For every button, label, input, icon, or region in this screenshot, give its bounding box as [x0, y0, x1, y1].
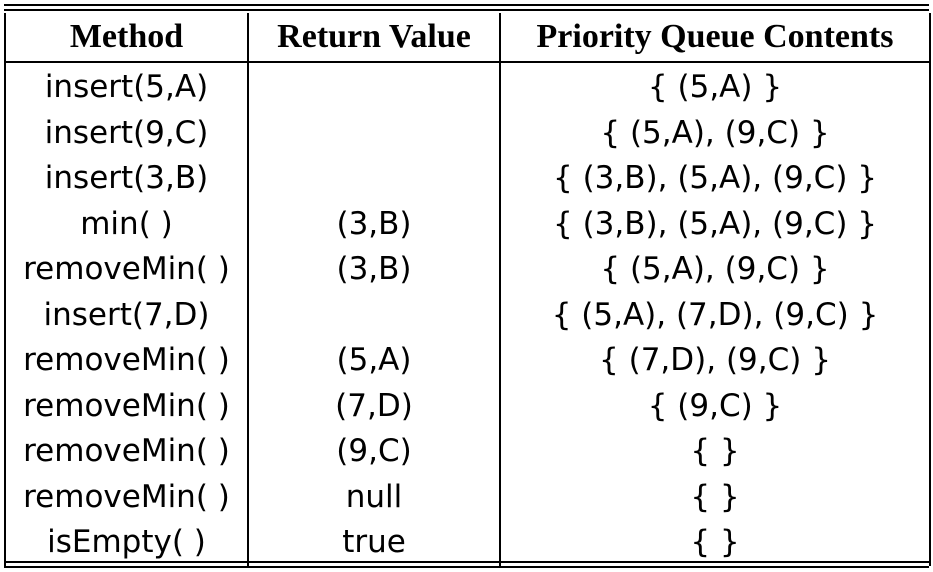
priority-queue-table: Method Return Value Priority Queue Conte…: [4, 13, 931, 566]
table-row: removeMin( ) null{ }: [4, 474, 931, 520]
cell-return-value: [247, 62, 501, 111]
top-rule-inner: [4, 9, 929, 11]
header-method: Method: [4, 13, 249, 63]
table-row: removeMin( ) (7,D){ (9,C) }: [4, 383, 931, 429]
cell-method: min( ): [4, 201, 249, 247]
cell-return-value: (3,B): [247, 247, 501, 293]
cell-method: insert(3,B): [4, 156, 249, 202]
table-row: removeMin( ) (9,C){ }: [4, 429, 931, 475]
cell-return-value: [247, 156, 501, 202]
cell-queue-contents: { (9,C) }: [499, 383, 931, 429]
cell-queue-contents: { (3,B), (5,A), (9,C) }: [499, 156, 931, 202]
table-row: removeMin( ) (3,B){ (5,A), (9,C) }: [4, 247, 931, 293]
table-row: insert(3,B) { (3,B), (5,A), (9,C) }: [4, 156, 931, 202]
cell-method: removeMin( ): [4, 247, 249, 293]
cell-method: isEmpty( ): [4, 520, 249, 566]
cell-return-value: (5,A): [247, 338, 501, 384]
cell-return-value: true: [247, 520, 501, 566]
cell-queue-contents: { (5,A), (7,D), (9,C) }: [499, 292, 931, 338]
table-body: insert(5,A) { (5,A) } insert(9,C) { (5,A), …: [4, 62, 931, 566]
header-row: Method Return Value Priority Queue Conte…: [4, 13, 931, 63]
cell-return-value: null: [247, 474, 501, 520]
table-row: insert(9,C) { (5,A), (9,C) }: [4, 110, 931, 156]
cell-method: removeMin( ): [4, 383, 249, 429]
cell-method: insert(5,A): [4, 62, 249, 111]
table-row: insert(7,D) { (5,A), (7,D), (9,C) }: [4, 292, 931, 338]
cell-return-value: [247, 292, 501, 338]
cell-return-value: (9,C): [247, 429, 501, 475]
cell-queue-contents: { }: [499, 520, 931, 566]
cell-method: insert(9,C): [4, 110, 249, 156]
cell-queue-contents: { (3,B), (5,A), (9,C) }: [499, 201, 931, 247]
header-queue-contents: Priority Queue Contents: [499, 13, 931, 63]
cell-method: removeMin( ): [4, 429, 249, 475]
table-row: min( ) (3,B){ (3,B), (5,A), (9,C) }: [4, 201, 931, 247]
cell-method: insert(7,D): [4, 292, 249, 338]
cell-queue-contents: { (7,D), (9,C) }: [499, 338, 931, 384]
cell-return-value: (3,B): [247, 201, 501, 247]
cell-return-value: [247, 110, 501, 156]
cell-return-value: (7,D): [247, 383, 501, 429]
top-rule-outer: [4, 4, 929, 6]
cell-queue-contents: { (5,A), (9,C) }: [499, 110, 931, 156]
table-row: isEmpty( ) true{ }: [4, 520, 931, 566]
cell-method: removeMin( ): [4, 474, 249, 520]
cell-queue-contents: { (5,A) }: [499, 62, 931, 111]
table-row: removeMin( ) (5,A){ (7,D), (9,C) }: [4, 338, 931, 384]
cell-queue-contents: { }: [499, 474, 931, 520]
cell-queue-contents: { (5,A), (9,C) }: [499, 247, 931, 293]
bottom-rule-inner: [4, 561, 929, 563]
cell-method: removeMin( ): [4, 338, 249, 384]
table-row: insert(5,A) { (5,A) }: [4, 62, 931, 111]
priority-queue-table-frame: Method Return Value Priority Queue Conte…: [4, 4, 931, 568]
cell-queue-contents: { }: [499, 429, 931, 475]
bottom-rule-outer: [4, 566, 929, 568]
header-return-value: Return Value: [247, 13, 501, 63]
